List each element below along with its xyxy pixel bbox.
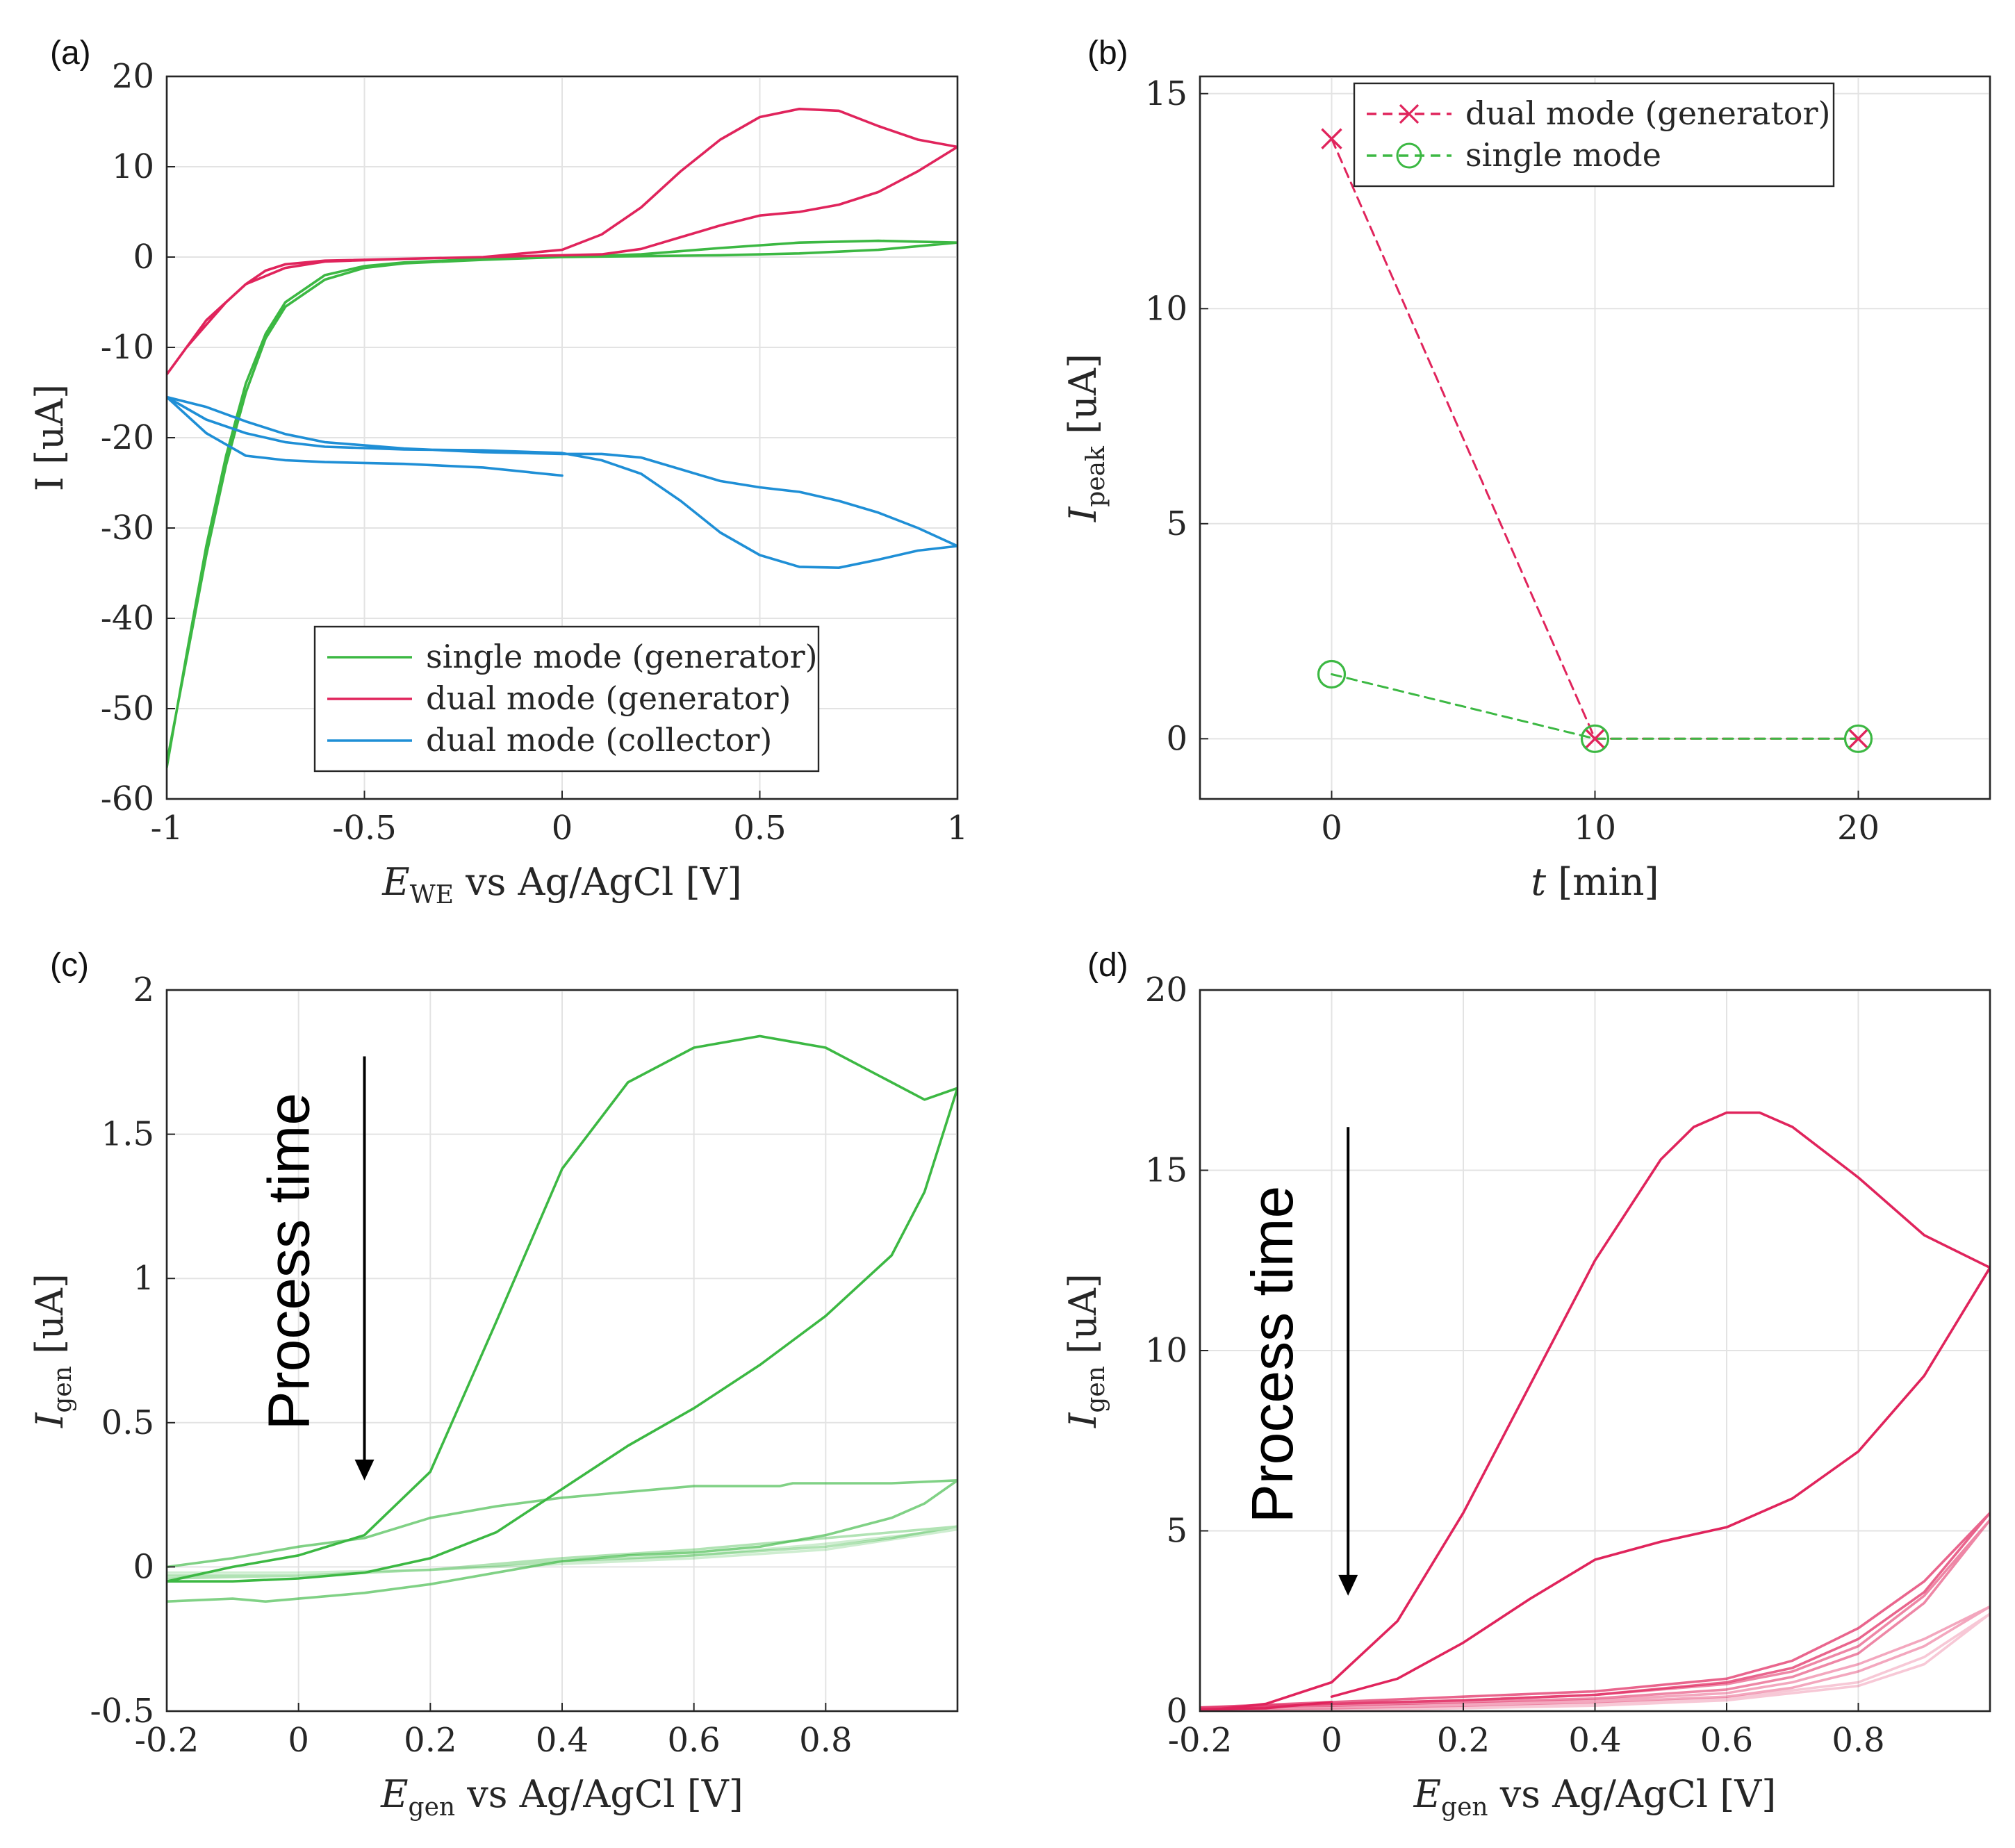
x-tick-label: -0.2 [135, 1721, 199, 1760]
x-tick-label: 0.2 [404, 1721, 457, 1760]
data-point-circle [1317, 659, 1347, 689]
data-point-cross [1321, 128, 1342, 149]
x-tick-label: -0.2 [1168, 1721, 1233, 1760]
series-line [167, 1528, 957, 1574]
legend-entry: dual mode (collector) [426, 721, 772, 759]
x-tick-label: 0.4 [1568, 1721, 1621, 1760]
x-axis-label: t [min] [1531, 860, 1659, 904]
x-tick-label: 0 [1321, 809, 1342, 848]
data-point-circle [1843, 724, 1873, 753]
data-point-cross [1584, 728, 1606, 750]
legend-entry: single mode [1465, 136, 1661, 174]
panel-b: (b) 0 10 20 0 5 10 15 t [min] Ipeak [uA] dual mode… [1061, 35, 1991, 904]
y-axis-label: Ipeak [uA] [1061, 354, 1110, 522]
x-tick-label: 0 [552, 809, 573, 848]
y-tick-label: 0 [133, 238, 154, 277]
legend-entry: single mode (generator) [426, 638, 818, 675]
legend-entry: dual mode (generator) [1465, 94, 1830, 132]
legend: single mode (generator) dual mode (genera… [313, 625, 820, 773]
x-axis-label: Egen vs Ag/AgCl [V] [1413, 1772, 1777, 1822]
annotation-text: Process time [256, 1093, 322, 1430]
y-tick-label: 5 [1166, 1512, 1187, 1551]
y-tick-label: 10 [1145, 1331, 1187, 1370]
x-axis-label: Egen vs Ag/AgCl [V] [380, 1772, 743, 1822]
y-tick-label: 0 [1166, 719, 1187, 758]
x-tick-label: 0.2 [1437, 1721, 1490, 1760]
series-line [1200, 1605, 1990, 1711]
series-line [167, 1525, 957, 1580]
series-line [167, 395, 564, 477]
series-line [167, 395, 957, 570]
series-line [167, 1554, 300, 1583]
x-tick-label: 20 [1837, 809, 1880, 848]
x-axis-label: EWE vs Ag/AgCl [V] [381, 860, 741, 909]
y-tick-label: 15 [1145, 74, 1187, 113]
annotation-text: Process time [1240, 1186, 1305, 1523]
y-tick-label: 20 [112, 57, 154, 96]
data-point-circle [1580, 724, 1610, 753]
y-tick-label: 10 [1145, 289, 1187, 328]
series-line [167, 1479, 957, 1603]
y-tick-label: -0.5 [90, 1692, 154, 1731]
y-tick-label: 1 [133, 1259, 154, 1298]
series-line [167, 239, 957, 769]
series-group [167, 1034, 957, 1603]
legend-entry: dual mode (generator) [426, 679, 791, 717]
legend-box [1353, 82, 1835, 188]
panel-c: (c) -0.2 0 0.2 0.4 0.6 0.8 -0.5 0 0.5 1 1.5 2 Egen vs… [28, 947, 959, 1822]
data-point-cross [1848, 728, 1869, 750]
y-axis-label: Igen [uA] [1061, 1273, 1110, 1428]
series-line [1200, 1111, 1990, 1711]
y-tick-label: 1.5 [101, 1115, 154, 1154]
y-tick-label: -30 [101, 509, 154, 547]
x-tick-label: 0.5 [733, 809, 786, 848]
x-tick-label: 0.8 [799, 1721, 852, 1760]
y-tick-label: 0 [133, 1547, 154, 1586]
y-tick-label: -60 [101, 779, 154, 818]
y-tick-label: 0.5 [101, 1403, 154, 1442]
y-axis-label: I [uA] [28, 384, 72, 491]
x-tick-label: -0.5 [332, 809, 397, 848]
x-tick-label: 10 [1574, 809, 1616, 848]
legend-marker-cross [1399, 104, 1420, 124]
x-tick-label: 1 [947, 809, 969, 848]
x-tick-label: 0 [288, 1721, 309, 1760]
x-tick-label: 0.6 [1700, 1721, 1753, 1760]
y-tick-label: 5 [1166, 504, 1187, 543]
series-group [167, 108, 957, 769]
y-tick-label: -10 [101, 328, 154, 367]
y-tick-label: -40 [101, 599, 154, 638]
y-tick-label: -50 [101, 689, 154, 728]
series-line [167, 108, 957, 376]
panel-label: (a) [50, 35, 91, 72]
y-axis-label: Igen [uA] [28, 1273, 77, 1428]
x-tick-label: 0.6 [667, 1721, 720, 1760]
series-line [167, 1034, 957, 1583]
x-tick-label: 0 [1321, 1721, 1342, 1760]
y-tick-label: -20 [101, 418, 154, 457]
annotation-arrowhead [1338, 1574, 1358, 1596]
x-tick-label: -1 [151, 809, 183, 848]
legend-marker-circle [1396, 142, 1422, 169]
series-line [1200, 1519, 1990, 1709]
x-tick-label: 0.8 [1832, 1721, 1884, 1760]
y-tick-label: 15 [1145, 1151, 1187, 1190]
x-tick-label: 0.4 [536, 1721, 589, 1760]
panel-label: (d) [1087, 947, 1128, 984]
panel-label: (c) [50, 947, 89, 984]
y-tick-label: 10 [112, 147, 154, 186]
legend: dual mode (generator) single mode [1353, 82, 1835, 188]
y-tick-label: 20 [1145, 971, 1187, 1009]
panel-label: (b) [1087, 35, 1128, 72]
annotation-arrowhead [354, 1459, 375, 1480]
series-group [1200, 1111, 1990, 1711]
series-line [1200, 1612, 1990, 1711]
y-tick-label: 2 [133, 971, 154, 1009]
panel-a: (a) -1 -0.5 0 0.5 1 -60 -50 -40 -30 -20 -10 0 10 20 EWE… [28, 35, 968, 909]
y-tick-label: 0 [1166, 1692, 1187, 1731]
